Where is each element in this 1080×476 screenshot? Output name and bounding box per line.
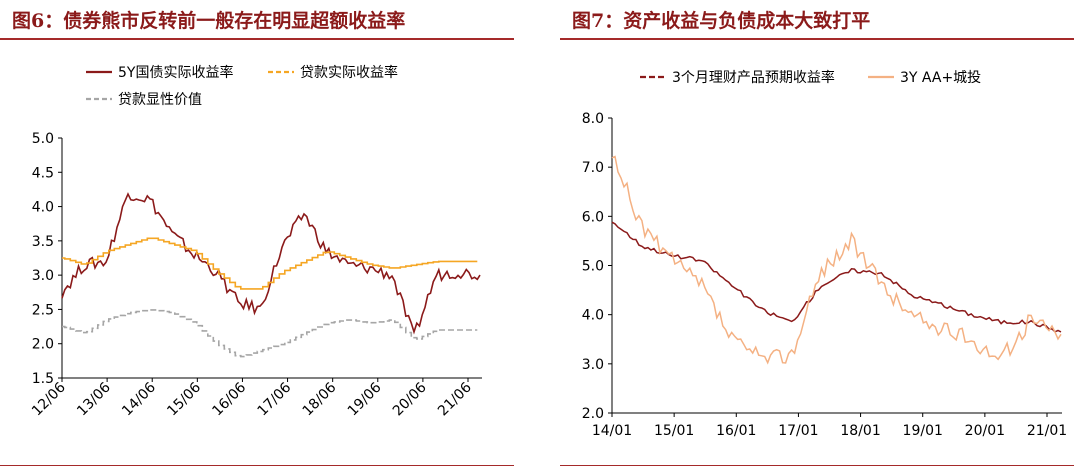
- x-tick-label: 14/06: [119, 379, 159, 419]
- series-line-1: [611, 221, 1062, 333]
- x-tick-label: 21/06: [435, 379, 475, 419]
- chart-panel-left: 图6：债券熊市反转前一般存在明显超额收益率 5.0 4.5 4.0 3.5 3.0 2.5…: [0, 0, 520, 476]
- y-tick-label: 3.0: [582, 357, 604, 373]
- x-tick-label: 15/01: [654, 423, 694, 439]
- x-tick-label: 20/01: [965, 423, 1005, 439]
- chart-panel-right: 图7：资产收益与负债成本大致打平 8.0 7.0 6.0 5.0 4.0 3.0 2.0 14…: [560, 0, 1080, 476]
- x-tick-label: 18/01: [840, 423, 880, 439]
- x-tick-label: 15/06: [164, 379, 204, 419]
- y-tick-label: 5.0: [582, 259, 604, 275]
- x-tick-label: 17/06: [255, 379, 295, 419]
- x-tick-label: 16/01: [716, 423, 756, 439]
- y-tick-label: 3.5: [32, 234, 54, 250]
- bottom-rule: [0, 465, 514, 466]
- x-tick-label: 18/06: [300, 379, 340, 419]
- title-rule: [560, 38, 1074, 40]
- chart-title: 图6：债券熊市反转前一般存在明显超额收益率: [12, 10, 406, 32]
- legend-label: 贷款显性价值: [118, 92, 202, 108]
- y-tick-label: 2.0: [32, 337, 54, 353]
- x-tick-label: 19/06: [345, 379, 385, 419]
- chart-left-svg: 5.04.54.03.53.02.52.01.512/06 13/06 14/06 1…: [29, 64, 482, 419]
- x-tick-label: 13/06: [74, 379, 114, 419]
- legend-label: 5Y国债实际收益率: [118, 64, 233, 81]
- legend-label: 3个月理财产品预期收益率: [672, 69, 835, 86]
- x-tick-label: 21/01: [1027, 423, 1067, 439]
- y-tick-label: 2.5: [32, 302, 54, 318]
- x-tick-label: 16/06: [209, 379, 249, 419]
- bottom-rule: [560, 465, 1074, 466]
- series-line-1: [61, 192, 481, 335]
- y-tick-label: 2.0: [582, 406, 604, 422]
- title-rule: [0, 38, 514, 40]
- chart-right-svg: 8.0 7.0 6.0 5.0 4.0 3.0 2.014/01 15/01 16/01 17/0…: [582, 69, 1067, 439]
- y-tick-label: 4.5: [32, 165, 54, 181]
- series-line-3: [62, 309, 478, 358]
- series-line-2: [611, 155, 1062, 365]
- x-tick-label: 14/01: [592, 423, 632, 439]
- x-tick-label: 19/01: [903, 423, 943, 439]
- legend-label: 贷款实际收益率: [300, 64, 398, 81]
- chart-title: 图7：资产收益与负债成本大致打平: [572, 10, 871, 32]
- y-tick-label: 5.0: [32, 131, 54, 147]
- series-line-2: [62, 237, 478, 290]
- y-tick-label: 4.0: [32, 200, 54, 216]
- x-tick-label: 20/06: [390, 379, 430, 419]
- y-tick-label: 6.0: [582, 209, 604, 225]
- x-tick-label: 17/01: [778, 423, 818, 439]
- y-tick-label: 7.0: [582, 160, 604, 176]
- y-tick-label: 8.0: [582, 111, 604, 127]
- y-tick-label: 1.5: [32, 371, 54, 387]
- y-tick-label: 4.0: [582, 308, 604, 324]
- legend-label: 3Y AA+城投: [900, 70, 981, 86]
- y-tick-label: 3.0: [32, 268, 54, 284]
